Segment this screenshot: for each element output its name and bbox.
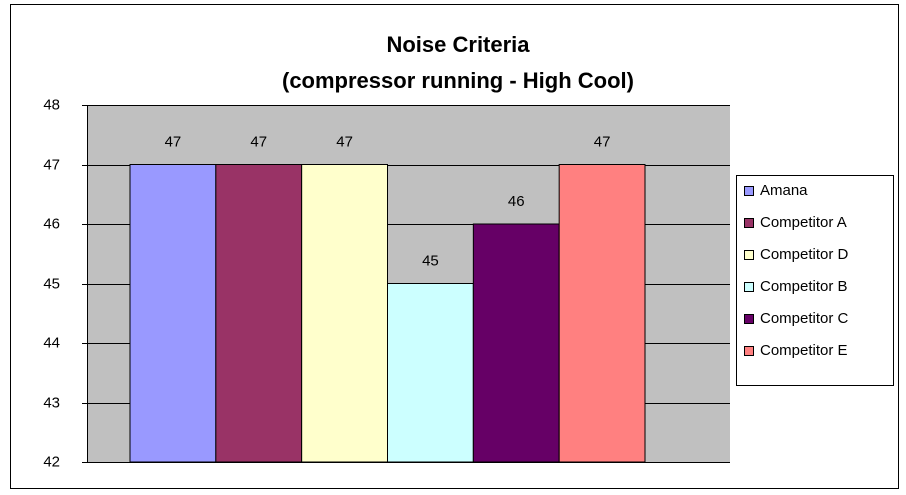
data-label: 46: [508, 193, 525, 210]
data-label: 47: [250, 133, 267, 150]
y-tick-label: 45: [43, 275, 60, 292]
legend-label: Competitor B: [760, 278, 848, 295]
bar: [472, 223, 560, 463]
data-label: 47: [594, 133, 611, 150]
legend-swatch: [744, 314, 754, 324]
chart-subtitle: (compressor running - High Cool): [282, 68, 634, 93]
bar: [301, 164, 388, 463]
bar: [558, 164, 646, 463]
data-label: 47: [336, 133, 353, 150]
bar: [129, 164, 217, 463]
y-tick-label: 43: [43, 394, 60, 411]
legend-label: Competitor C: [760, 310, 849, 327]
legend-box: [736, 175, 894, 386]
legend-swatch: [744, 346, 754, 356]
bar: [215, 164, 303, 463]
data-label: 45: [422, 252, 439, 269]
legend-swatch: [744, 282, 754, 292]
y-tick-label: 46: [43, 215, 60, 232]
legend-label: Competitor E: [760, 342, 848, 359]
y-tick-label: 47: [43, 156, 60, 173]
legend-label: Competitor A: [760, 214, 847, 231]
bar: [387, 283, 474, 463]
y-tick-label: 44: [43, 334, 60, 351]
legend-swatch: [744, 218, 754, 228]
legend-swatch: [744, 250, 754, 260]
legend-swatch: [744, 186, 754, 196]
y-tick-label: 42: [43, 453, 60, 470]
legend-label: Amana: [760, 182, 808, 199]
data-label: 47: [165, 133, 182, 150]
chart-title: Noise Criteria: [386, 32, 530, 57]
legend-label: Competitor D: [760, 246, 849, 263]
y-tick-label: 48: [43, 96, 60, 113]
